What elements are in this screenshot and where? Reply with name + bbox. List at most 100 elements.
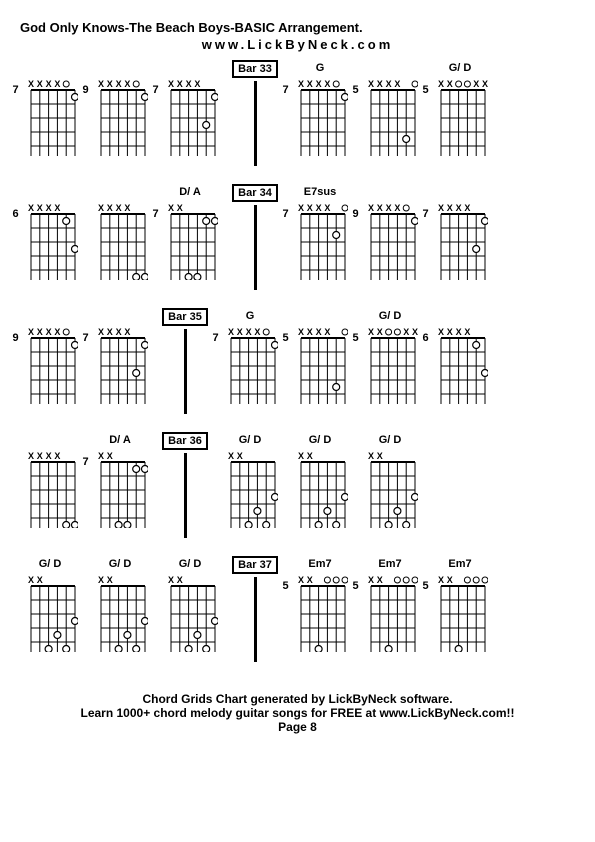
svg-text:X: X	[228, 451, 234, 461]
chord-diagram: XX	[293, 450, 348, 528]
chord-grid: XXXX	[228, 326, 278, 404]
chord-label: G	[316, 62, 325, 76]
svg-text:X: X	[481, 79, 487, 89]
chord-grid: XXXX	[298, 78, 348, 156]
chord-diagram: 7XXXX	[23, 78, 78, 156]
svg-text:X: X	[28, 575, 34, 585]
chord-grid: XXXX	[28, 78, 78, 156]
fret-number: 7	[83, 332, 89, 344]
svg-text:X: X	[298, 575, 304, 585]
svg-text:X: X	[464, 203, 470, 213]
chord-diagram: 5XXXX	[363, 326, 418, 404]
chord-block: G/ D5XXXX	[360, 310, 420, 404]
svg-text:X: X	[315, 79, 321, 89]
fret-number: 5	[353, 84, 359, 96]
svg-text:X: X	[28, 203, 34, 213]
chord-diagram: 7XXXX	[93, 326, 148, 404]
svg-text:X: X	[45, 79, 51, 89]
chord-block: 7XXXX	[160, 62, 220, 156]
chord-label: Em7	[448, 558, 471, 572]
chord-grid: XXXX	[438, 202, 488, 280]
fret-number: 5	[353, 580, 359, 592]
svg-text:X: X	[28, 327, 34, 337]
chord-grid: XXXX	[168, 78, 218, 156]
chord-block: G/ DXX	[360, 434, 420, 528]
footer-line-2: Learn 1000+ chord melody guitar songs fo…	[20, 706, 575, 720]
chord-label: D/ A	[109, 434, 131, 448]
chord-row: XXXXD/ A7XXBar 36G/ DXXG/ DXXG/ DXX	[20, 434, 575, 538]
svg-text:X: X	[124, 203, 130, 213]
chord-diagram: XX	[223, 450, 278, 528]
svg-text:X: X	[438, 327, 444, 337]
chord-diagram: 5XXXX	[433, 78, 488, 156]
svg-text:X: X	[115, 79, 121, 89]
svg-text:X: X	[455, 327, 461, 337]
chord-block: Em7 5XX	[290, 558, 350, 652]
chord-grid: XXXX	[98, 326, 148, 404]
svg-text:X: X	[98, 203, 104, 213]
svg-text:X: X	[324, 327, 330, 337]
svg-text:X: X	[306, 79, 312, 89]
chord-diagram: 5XX	[293, 574, 348, 652]
fret-number: 7	[423, 208, 429, 220]
svg-text:X: X	[45, 203, 51, 213]
chord-block: XXXX	[90, 186, 150, 280]
chord-diagram: 7XXXX	[293, 78, 348, 156]
svg-text:X: X	[124, 79, 130, 89]
svg-text:X: X	[106, 575, 112, 585]
chord-grid: XXXX	[368, 78, 418, 156]
chord-grid: XXXX	[28, 326, 78, 404]
svg-text:X: X	[455, 203, 461, 213]
svg-text:X: X	[438, 575, 444, 585]
svg-text:X: X	[176, 575, 182, 585]
svg-text:X: X	[376, 451, 382, 461]
svg-text:X: X	[98, 451, 104, 461]
svg-text:X: X	[45, 451, 51, 461]
chord-row: 6XXXXXXXXD/ A7XXBar 34E7sus7XXXX9XXXX7XX…	[20, 186, 575, 290]
svg-text:X: X	[106, 451, 112, 461]
svg-text:X: X	[194, 79, 200, 89]
svg-text:X: X	[324, 79, 330, 89]
fret-number: 7	[213, 332, 219, 344]
svg-text:X: X	[306, 327, 312, 337]
svg-text:X: X	[36, 79, 42, 89]
svg-text:X: X	[36, 451, 42, 461]
svg-text:X: X	[176, 203, 182, 213]
chord-grid: XX	[298, 574, 348, 652]
chord-diagram: 7XXXX	[293, 202, 348, 280]
svg-text:X: X	[376, 327, 382, 337]
chord-label: G	[246, 310, 255, 324]
svg-text:X: X	[168, 79, 174, 89]
chord-diagram: 5XXXX	[293, 326, 348, 404]
chord-block: 5XXXX	[290, 310, 350, 404]
fret-number: 7	[283, 84, 289, 96]
chord-diagram: 5XX	[363, 574, 418, 652]
svg-text:X: X	[394, 203, 400, 213]
chord-grid: XXXX	[298, 202, 348, 280]
chord-grid: XXXX	[368, 326, 418, 404]
footer-page: Page 8	[20, 720, 575, 734]
footer-line-1: Chord Grids Chart generated by LickByNec…	[20, 692, 575, 706]
chord-block: 9XXXX	[20, 310, 80, 404]
svg-text:X: X	[45, 327, 51, 337]
svg-text:X: X	[36, 575, 42, 585]
svg-text:X: X	[315, 203, 321, 213]
chord-label: Em7	[308, 558, 331, 572]
svg-text:X: X	[464, 327, 470, 337]
chord-diagram: 7XXXX	[433, 202, 488, 280]
chord-block: G/ DXX	[290, 434, 350, 528]
fret-number: 7	[13, 84, 19, 96]
bar-line	[184, 329, 187, 414]
svg-text:X: X	[254, 327, 260, 337]
chord-grid: XX	[28, 574, 78, 652]
chord-label: G/ D	[39, 558, 62, 572]
bar-line	[254, 81, 257, 166]
fret-number: 5	[283, 332, 289, 344]
chord-diagram: 7XXXX	[223, 326, 278, 404]
svg-text:X: X	[36, 203, 42, 213]
svg-text:X: X	[385, 203, 391, 213]
chord-diagram: 7XXXX	[163, 78, 218, 156]
chord-block: 7XXXX	[430, 186, 490, 280]
bar-label: Bar 37	[232, 556, 278, 574]
chord-block: 6XXXX	[20, 186, 80, 280]
